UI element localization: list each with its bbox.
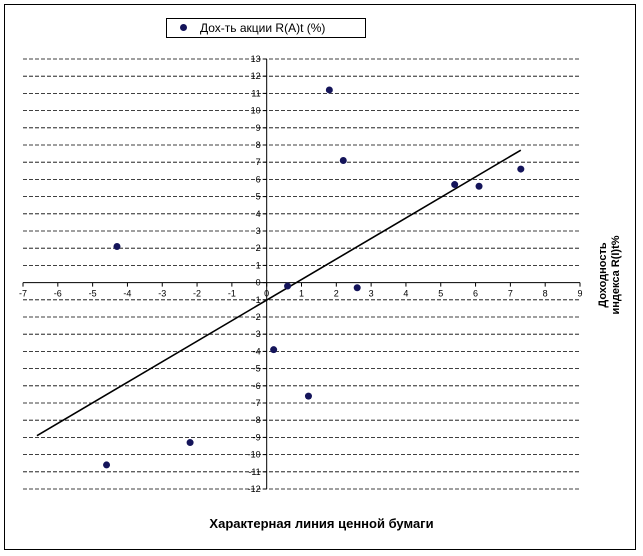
- y-tick-label: 10: [251, 106, 261, 116]
- x-tick-label: -5: [89, 289, 97, 299]
- x-axis-title: Характерная линия ценной бумаги: [209, 516, 434, 531]
- grid-lines: [23, 58, 580, 490]
- y-tick-label: 9: [256, 123, 261, 133]
- y-tick-label: 4: [256, 209, 261, 219]
- y-tick-label: 12: [251, 71, 261, 81]
- x-tick-label: 6: [473, 289, 478, 299]
- y-tick-label: 13: [251, 54, 261, 64]
- x-tick-label: 1: [299, 289, 304, 299]
- data-point: [353, 284, 361, 292]
- tick-labels: -7 -6 -5 -4 -3 -2 -1 0 1 2 3 4 5 6 7 8 9-12-11-10-9-8-7-…: [19, 54, 583, 494]
- x-tick-label: 9: [577, 289, 582, 299]
- y-tick-label: -7: [253, 398, 261, 408]
- y-tick-label: 1: [256, 260, 261, 270]
- data-point: [475, 182, 483, 190]
- axes: [22, 58, 581, 490]
- x-tick-label: -2: [193, 289, 201, 299]
- data-point: [304, 392, 312, 400]
- x-tick-label: 5: [438, 289, 443, 299]
- data-point: [325, 86, 333, 94]
- data-point: [284, 282, 292, 290]
- y-tick-label: 7: [256, 157, 261, 167]
- data-point: [517, 165, 525, 173]
- x-tick-label: 0: [264, 289, 269, 299]
- y-tick-label: 11: [251, 88, 260, 98]
- y-tick-label: 2: [256, 243, 261, 253]
- legend: Дох-ть акции R(A)t (%): [166, 18, 366, 38]
- y-tick-label: -6: [253, 381, 261, 391]
- y-tick-label: -2: [253, 312, 261, 322]
- y-tick-label: -8: [253, 415, 261, 425]
- legend-label: Дох-ть акции R(A)t (%): [200, 21, 326, 35]
- y-tick-label: -12: [248, 484, 261, 494]
- data-point: [270, 346, 278, 354]
- data-points: [103, 86, 525, 469]
- data-point: [339, 156, 347, 164]
- y-tick-label: -11: [248, 467, 260, 477]
- y-tick-label: -4: [253, 346, 261, 356]
- x-tick-label: -1: [228, 289, 236, 299]
- legend-marker: [180, 24, 187, 31]
- y-tick-label: -1: [253, 295, 261, 305]
- x-tick-label: 4: [403, 289, 408, 299]
- y-tick-label: 0: [256, 278, 261, 288]
- data-point: [451, 181, 459, 189]
- x-tick-label: -4: [123, 289, 131, 299]
- x-tick-label: 3: [369, 289, 374, 299]
- chart-frame: [4, 4, 636, 550]
- y-tick-label: -3: [253, 329, 261, 339]
- y-tick-label: 8: [256, 140, 261, 150]
- data-point: [103, 461, 111, 469]
- x-tick-label: 2: [334, 289, 339, 299]
- trendline: [36, 149, 522, 437]
- y-tick-label: 3: [256, 226, 261, 236]
- x-tick-label: -7: [19, 289, 27, 299]
- trendline-group: [36, 149, 522, 437]
- data-point: [186, 439, 194, 447]
- x-tick-label: 8: [543, 289, 548, 299]
- y-tick-label: 6: [256, 174, 261, 184]
- y-axis-title-line1: Доходность: [597, 242, 609, 308]
- y-tick-label: 5: [256, 192, 261, 202]
- x-tick-label: -3: [158, 289, 166, 299]
- x-tick-label: -6: [54, 289, 62, 299]
- x-tick-label: 7: [508, 289, 513, 299]
- y-tick-label: -10: [248, 450, 261, 460]
- y-tick-label: -5: [253, 364, 261, 374]
- y-tick-label: -9: [253, 432, 261, 442]
- y-axis-title-line2: индекса R(I)t%: [610, 235, 622, 315]
- data-point: [113, 242, 121, 250]
